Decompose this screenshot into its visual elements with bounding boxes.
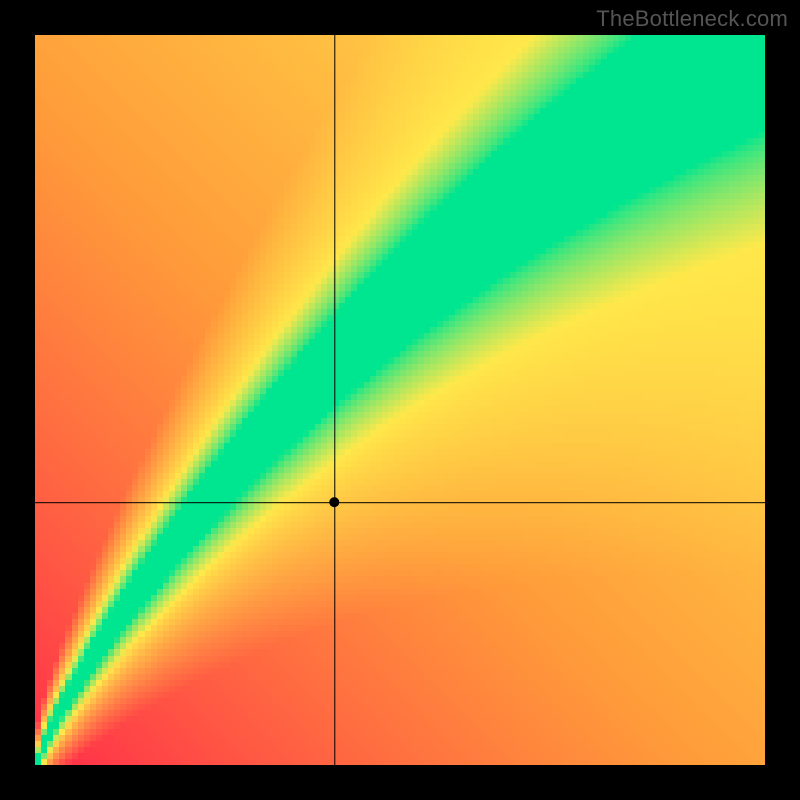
watermark-label: TheBottleneck.com <box>596 6 788 32</box>
heatmap-canvas <box>0 0 800 800</box>
bottleneck-chart: TheBottleneck.com <box>0 0 800 800</box>
